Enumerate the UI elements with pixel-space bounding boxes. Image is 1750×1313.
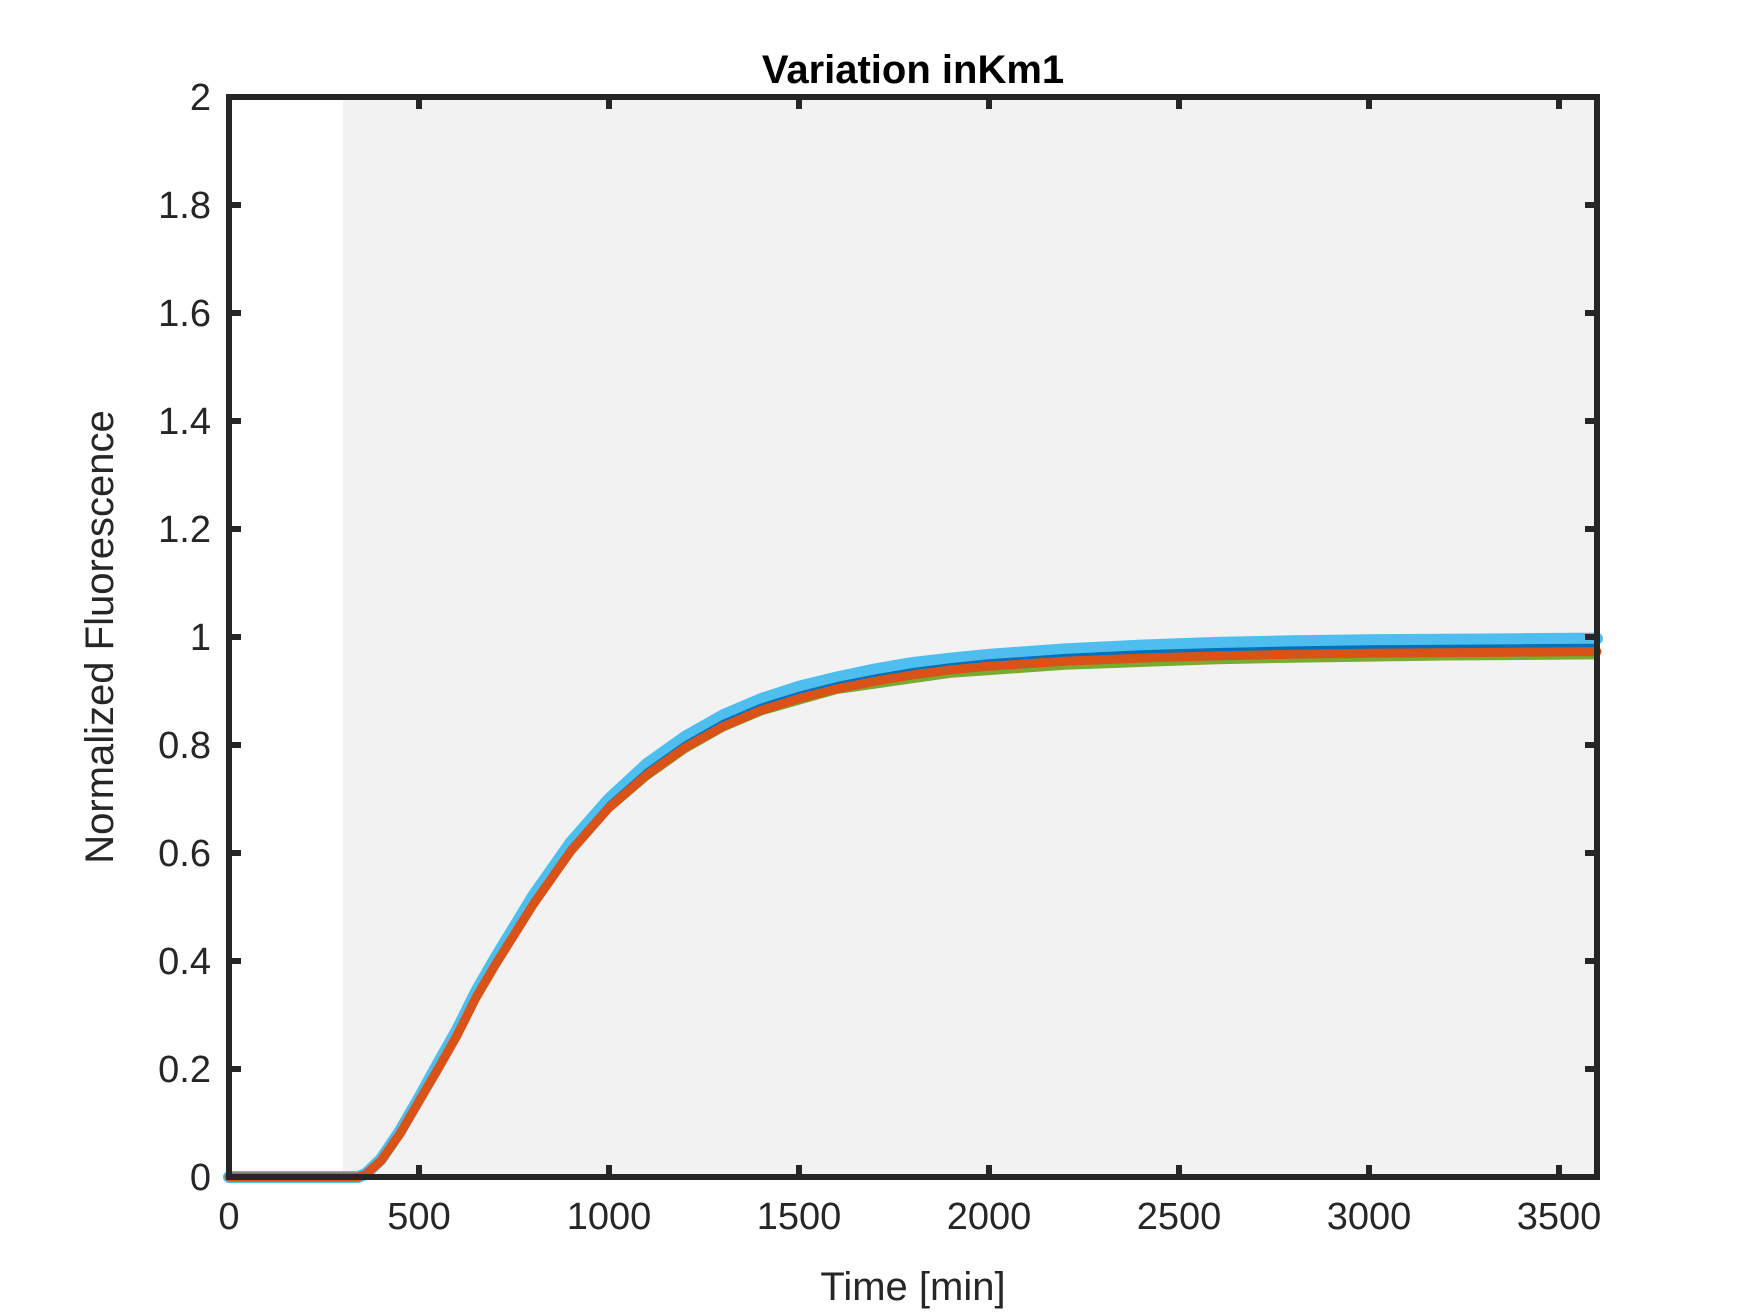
y-tick-label: 1.6 [158, 293, 211, 335]
y-tick-label: 0.6 [158, 833, 211, 875]
series-layer [223, 632, 1603, 1183]
y-tick-label: 0.8 [158, 725, 211, 767]
plot-frame [226, 94, 1600, 1180]
y-tick-label: 0.4 [158, 941, 211, 983]
x-tick-label: 2500 [1137, 1196, 1222, 1238]
y-tick-label: 2 [190, 77, 211, 119]
chart-title: Variation inKm1 [762, 48, 1064, 92]
x-tick-label: 3500 [1517, 1196, 1602, 1238]
y-tick-label: 0.2 [158, 1049, 211, 1091]
x-tick-label: 0 [218, 1196, 239, 1238]
x-tick-label: 2000 [947, 1196, 1032, 1238]
x-tick-label: 500 [387, 1196, 450, 1238]
y-tick-label: 1.4 [158, 401, 211, 443]
ticks-layer: 0 500 1000 1500 2000 2500 3000 3500 0 0.2 0.4 0.6 0.… [158, 77, 1601, 1238]
x-tick-label: 3000 [1327, 1196, 1412, 1238]
y-tick-label: 0 [190, 1157, 211, 1199]
series-line-4 [224, 647, 1602, 1182]
y-tick-label: 1 [190, 617, 211, 659]
y-tick-label: 1.8 [158, 185, 211, 227]
y-tick-label: 1.2 [158, 509, 211, 551]
y-axis-label: Normalized Fluorescence [78, 410, 122, 864]
x-axis-label: Time [min] [820, 1265, 1005, 1309]
x-tick-label: 1500 [757, 1196, 842, 1238]
x-tick-label: 1000 [567, 1196, 652, 1238]
